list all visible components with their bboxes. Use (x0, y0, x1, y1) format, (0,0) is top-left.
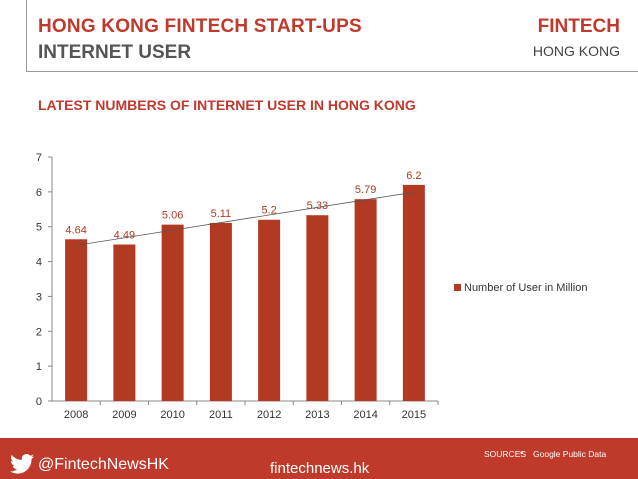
y-tick-label: 2 (36, 326, 42, 338)
twitter-bird-icon[interactable] (10, 454, 34, 474)
x-tick-label-2014: 2014 (353, 409, 377, 421)
bar-2008 (65, 239, 88, 401)
x-tick-label-2012: 2012 (257, 409, 281, 421)
data-label-2008: 4.64 (65, 224, 86, 236)
data-label-2009: 4.49 (114, 229, 135, 241)
data-label-2012: 5.2 (261, 205, 276, 217)
y-tick-label: 6 (36, 187, 42, 199)
bar-2013 (306, 215, 329, 401)
data-label-2014: 5.79 (355, 184, 376, 196)
y-tick-label: 5 (36, 222, 42, 234)
slide-header: HONG KONG FINTECH START-UPS INTERNET USE… (0, 0, 638, 76)
x-tick-label-2010: 2010 (160, 409, 184, 421)
x-tick-label-2008: 2008 (64, 409, 88, 421)
y-tick-label: 7 (36, 152, 42, 164)
data-label-2013: 5.33 (307, 200, 328, 212)
header-rule (26, 71, 638, 72)
footer-bar: @FintechNewsHK fintechnews.hk SOURCES • … (0, 438, 638, 479)
sources-value: Google Public Data (533, 449, 607, 459)
brand-subtitle: HONG KONG (532, 43, 620, 59)
website-link[interactable]: fintechnews.hk (270, 460, 370, 477)
chart-title: LATEST NUMBERS OF INTERNET USER IN HONG … (38, 97, 416, 113)
data-label-2015: 6.2 (406, 170, 421, 182)
x-tick-label-2009: 2009 (112, 409, 136, 421)
slide-subtitle: INTERNET USER (38, 42, 192, 63)
legend-label: Number of User in Million (464, 282, 587, 294)
data-label-2011: 5.11 (211, 208, 232, 220)
brand-title: FINTECH (537, 16, 620, 37)
sources-label: SOURCES (484, 449, 527, 459)
x-tick-label-2013: 2013 (305, 409, 329, 421)
bar-2010 (161, 224, 184, 401)
slide-title: HONG KONG FINTECH START-UPS (38, 16, 362, 37)
twitter-handle-link[interactable]: @FintechNewsHK (38, 456, 169, 473)
y-tick-label: 3 (36, 291, 42, 303)
y-tick-label: 1 (36, 361, 42, 373)
sources-bullet: • (520, 448, 524, 458)
data-label-2010: 5.06 (162, 210, 183, 222)
bar-2011 (209, 222, 232, 401)
legend-swatch (454, 284, 461, 291)
bar-2009 (113, 244, 136, 401)
x-tick-label-2015: 2015 (402, 409, 426, 421)
bar-2012 (258, 219, 281, 401)
trendline (76, 191, 414, 246)
x-tick-label-2011: 2011 (209, 409, 233, 421)
bar-2014 (354, 199, 377, 401)
bar-2015 (402, 184, 425, 401)
y-tick-label: 4 (36, 257, 42, 269)
bar-chart: 0 1 2 3 4 5 6 7 4.64 2008 4.49 2009 5.06 2010 5.11 2011… (36, 152, 588, 421)
header-vertical-rule (26, 0, 27, 72)
y-tick-label: 0 (36, 396, 42, 408)
